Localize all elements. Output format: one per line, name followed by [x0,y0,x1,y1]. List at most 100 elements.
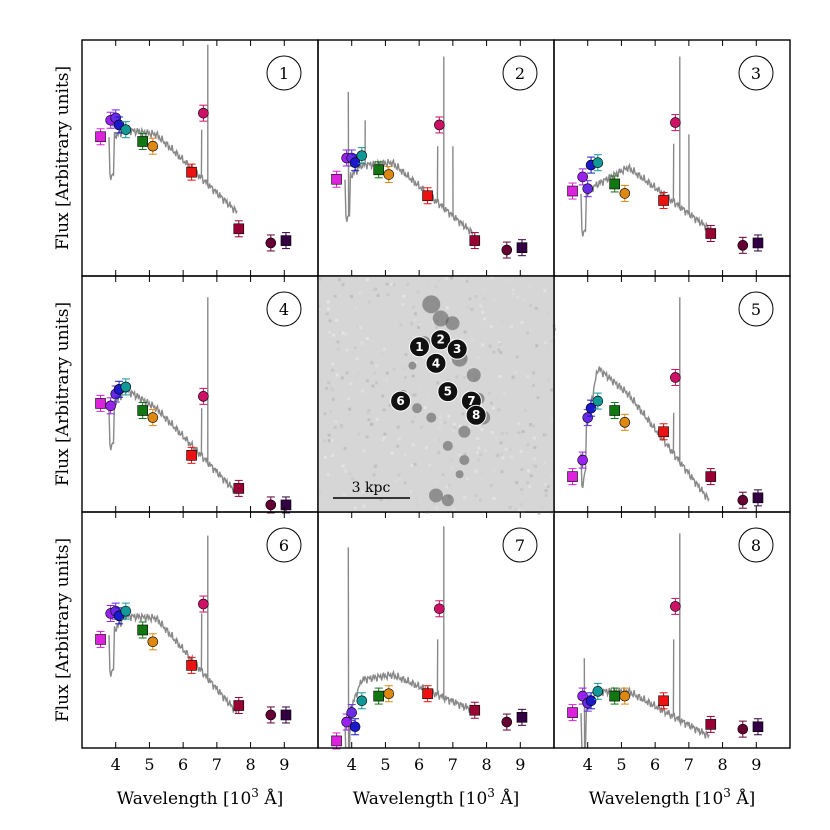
image-noise [447,414,451,418]
image-noise [523,492,527,496]
photometry-point-band-4 [349,721,361,733]
galaxy-knot [458,425,471,438]
image-noise [536,280,540,284]
image-noise [355,375,359,379]
galaxy-knot [426,412,437,423]
image-noise [333,425,337,429]
region-marker-3 [446,338,468,360]
image-noise [338,278,342,282]
image-noise [461,412,465,416]
image-noise [534,464,538,468]
image-noise [381,394,385,398]
image-noise [435,326,439,330]
x-tick-label: 5 [616,755,626,774]
photometry-point-band-10 [469,235,481,246]
image-noise [380,352,384,356]
photometry-point-band-2 [105,400,116,412]
image-noise [542,433,546,437]
image-noise [529,474,533,478]
image-noise [393,375,397,379]
x-tick-label: 7 [684,755,694,774]
spectrum-line [108,535,238,715]
image-noise [505,321,509,325]
photometry-point-band-7 [147,412,159,423]
image-noise [492,350,496,354]
image-noise [532,436,536,440]
sed-panel-6: 6 [81,511,319,749]
image-noise [367,409,371,413]
photometry-point-band-7 [147,636,159,648]
image-noise [369,422,373,426]
image-noise [346,397,350,401]
image-noise [543,461,547,465]
image-noise [479,498,483,502]
sed-panel-1: 1 [81,39,319,277]
x-tick-label: 9 [515,755,525,774]
image-noise [411,374,415,378]
image-noise [528,484,532,488]
image-noise [450,276,454,280]
image-noise [417,385,421,389]
image-noise [514,370,518,374]
photometry-point-band-6 [137,136,148,147]
panel-number: 6 [279,536,289,555]
image-noise [410,322,414,326]
image-noise [497,348,501,352]
photometry-point-band-9 [670,117,681,128]
image-noise [529,499,533,503]
image-noise [492,299,496,303]
image-noise [436,381,440,385]
image-noise [445,306,449,310]
image-noise [450,466,454,470]
image-noise [348,472,352,476]
panel-number: 8 [751,536,761,555]
image-noise [341,331,345,335]
photometry-point-band-11 [501,244,513,256]
image-noise [335,373,339,377]
image-noise [372,473,376,477]
image-noise [526,375,530,379]
x-tick-label: 8 [481,755,491,774]
image-noise [527,469,531,473]
region-label: 8 [472,408,480,422]
spectrum-line [580,533,710,748]
photometry-point-band-6 [373,690,384,702]
galaxy-knot [422,295,441,314]
image-noise [327,381,331,385]
x-tick-label: 5 [144,755,154,774]
image-noise [520,467,524,471]
scale-bar-label: 3 kpc [352,480,391,496]
image-noise [478,286,482,290]
photometry-point-band-4 [349,157,361,169]
image-noise [382,435,386,439]
image-noise [340,376,344,380]
image-noise [463,452,467,456]
image-noise [433,438,437,442]
region-label: 4 [432,356,440,370]
image-noise [411,443,415,447]
image-noise [476,355,480,359]
photometry-point-band-10 [469,704,481,716]
galaxy-knot [445,316,460,331]
image-noise [497,340,501,344]
image-noise [504,278,508,282]
image-noise [390,282,394,286]
x-axis-label: Wavelength [103 Å] [589,786,756,809]
image-noise [336,340,340,344]
image-noise [355,357,359,361]
image-noise [520,488,524,492]
image-noise [467,425,471,429]
photometry-point-band-9 [198,107,209,119]
image-noise [437,279,441,283]
photometry-point-band-5 [356,695,368,707]
image-noise [488,313,492,317]
photometry-point-band-1 [331,735,342,747]
image-noise [345,371,349,375]
photometry-point-band-12 [516,242,528,253]
image-noise [345,348,349,352]
image-noise [368,300,372,304]
image-noise [372,488,376,492]
image-noise [499,452,503,456]
image-noise [351,352,355,356]
spectrum-line [344,56,474,236]
